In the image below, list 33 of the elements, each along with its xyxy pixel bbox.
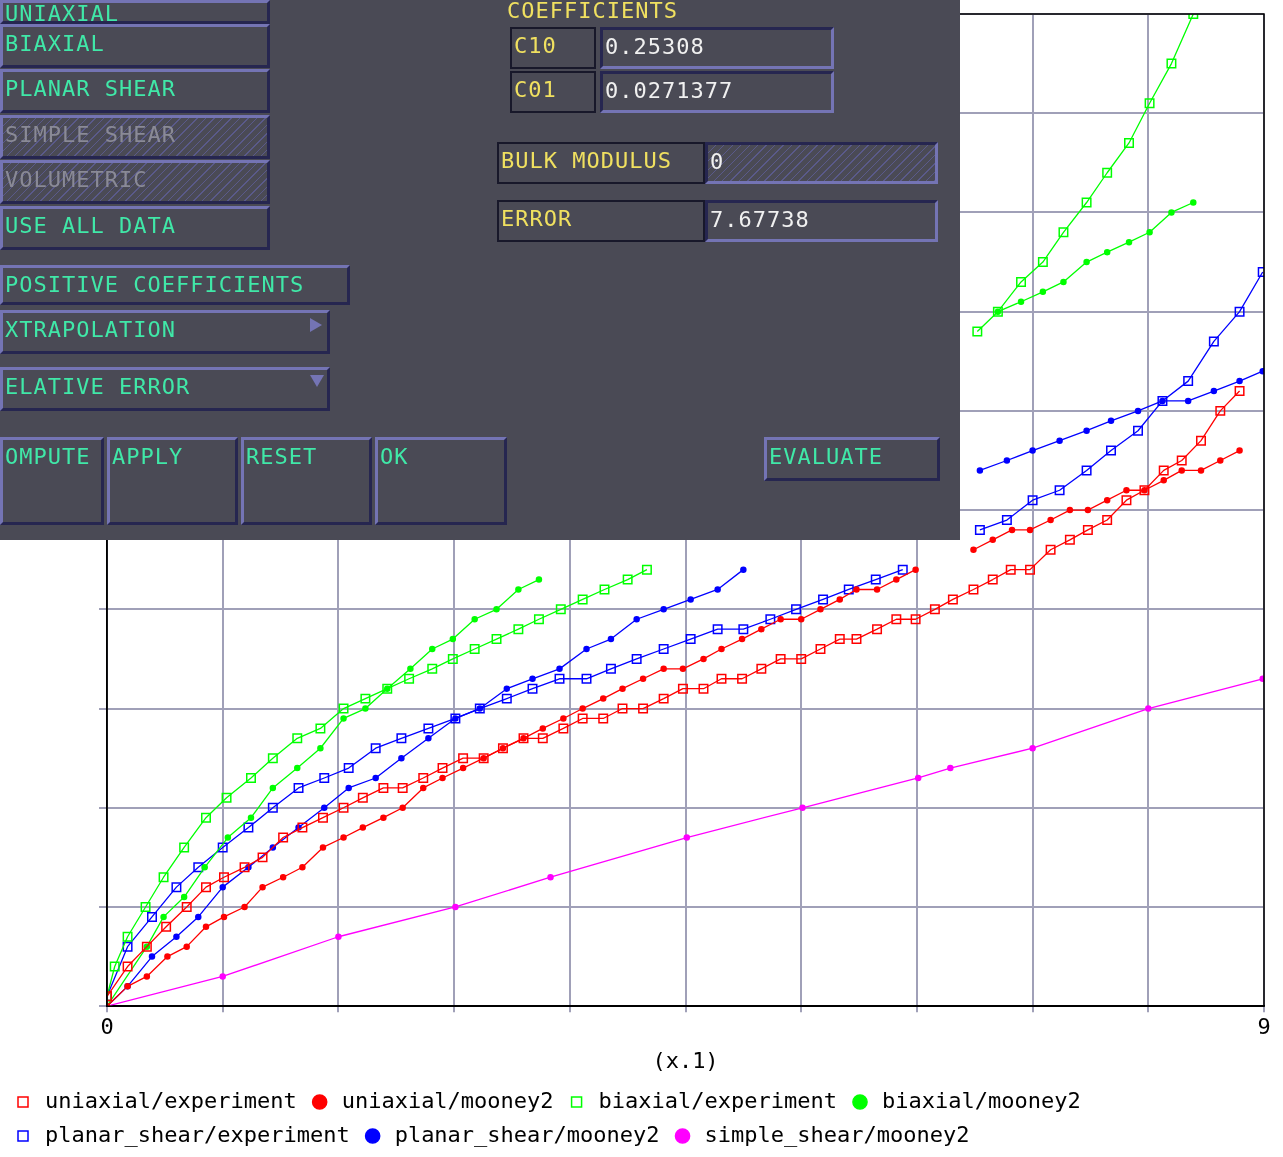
button: RESET bbox=[241, 437, 372, 525]
button: USE ALL DATA bbox=[0, 206, 270, 250]
legend-label: simple_shear/mooney2 bbox=[704, 1121, 970, 1147]
legend-label: uniaxial/mooney2 bbox=[341, 1087, 554, 1113]
label-box: C10 bbox=[510, 27, 596, 69]
legend-label: planar_shear/experiment bbox=[45, 1121, 350, 1147]
button: XTRAPOLATION bbox=[0, 310, 330, 354]
x-axis-title: (x.1) bbox=[652, 1047, 719, 1073]
disabled-text-field: 0 bbox=[705, 142, 938, 184]
label-box: C01 bbox=[510, 71, 596, 113]
legend-label: biaxial/experiment bbox=[598, 1087, 837, 1113]
disabled-button: VOLUMETRIC bbox=[0, 160, 270, 204]
text-field: 0.0271377 bbox=[600, 71, 834, 113]
text-field: 7.67738 bbox=[705, 200, 938, 242]
button: BIAXIAL bbox=[0, 24, 270, 68]
button: POSITIVE COEFFICIENTS bbox=[0, 265, 350, 305]
x-tick-label: 9 bbox=[1257, 1014, 1271, 1040]
text-field: 0.25308 bbox=[600, 27, 834, 69]
disabled-button: SIMPLE SHEAR bbox=[0, 115, 270, 159]
button: APPLY bbox=[107, 437, 238, 525]
button: OK bbox=[375, 437, 507, 525]
x-tick-label: 0 bbox=[100, 1014, 114, 1040]
legend-label: uniaxial/experiment bbox=[45, 1087, 297, 1113]
label-box: ERROR bbox=[497, 200, 705, 242]
legend-label: biaxial/mooney2 bbox=[881, 1087, 1081, 1113]
button: UNIAXIAL bbox=[0, 0, 270, 24]
label-box: BULK MODULUS bbox=[497, 142, 705, 184]
button: EVALUATE bbox=[764, 437, 940, 481]
heading: COEFFICIENTS bbox=[506, 0, 679, 25]
legend-label: planar_shear/mooney2 bbox=[394, 1121, 660, 1147]
button: OMPUTE bbox=[0, 437, 104, 525]
button: ELATIVE ERROR bbox=[0, 367, 330, 411]
button: PLANAR SHEAR bbox=[0, 69, 270, 113]
